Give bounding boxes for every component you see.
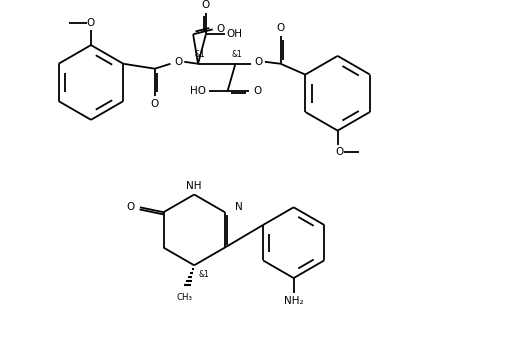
- Text: NH₂: NH₂: [284, 296, 304, 306]
- Text: CH₃: CH₃: [177, 293, 192, 302]
- Text: O: O: [255, 57, 263, 67]
- Text: O: O: [253, 86, 261, 96]
- Text: O: O: [202, 0, 210, 10]
- Text: &1: &1: [194, 50, 206, 60]
- Text: O: O: [336, 147, 344, 157]
- Text: O: O: [151, 99, 159, 109]
- Text: N: N: [235, 202, 242, 212]
- Text: HO: HO: [190, 86, 206, 96]
- Text: &1: &1: [232, 50, 243, 60]
- Text: O: O: [126, 202, 134, 212]
- Text: NH: NH: [187, 181, 202, 191]
- Text: O: O: [217, 24, 225, 34]
- Text: O: O: [174, 57, 182, 67]
- Text: O: O: [277, 23, 285, 33]
- Text: O: O: [87, 18, 95, 29]
- Text: &1: &1: [198, 270, 209, 279]
- Text: OH: OH: [227, 29, 242, 39]
